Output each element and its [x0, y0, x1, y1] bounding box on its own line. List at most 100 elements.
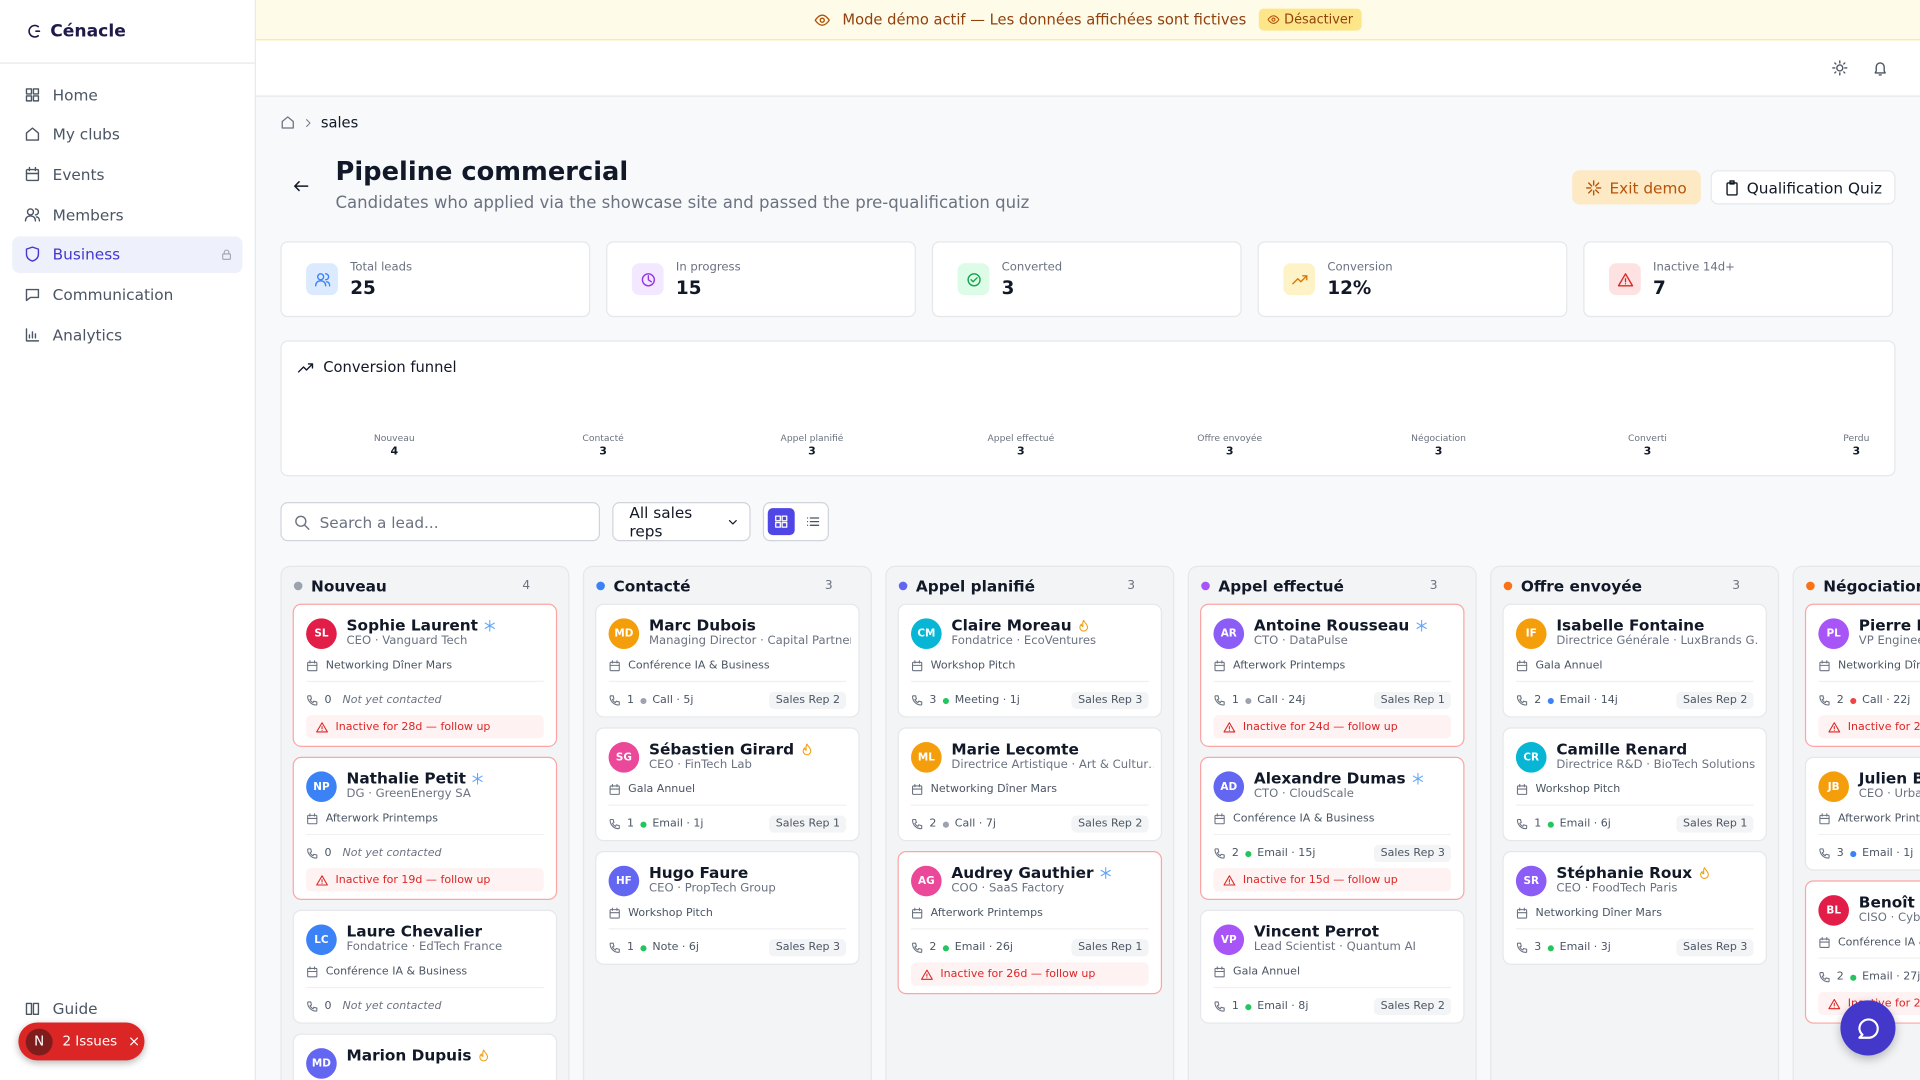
- icon: [1516, 660, 1528, 672]
- icon-glyph: [1832, 60, 1848, 76]
- nav-item[interactable]: Business: [12, 236, 243, 273]
- lead-name: Pierre Le: [1859, 616, 1920, 634]
- activity-text: Email · 8j: [1257, 1000, 1309, 1013]
- lead-card[interactable]: AD Alexandre Dumas CTO · CloudScale Confére…: [1200, 756, 1465, 901]
- icon-glyph: [25, 87, 40, 101]
- card-head: AD Alexandre Dumas CTO · CloudScale: [1213, 769, 1451, 803]
- nav-item[interactable]: My clubs: [12, 116, 242, 153]
- card-id: Vincent Perrot Lead Scientist · Quantum A…: [1254, 922, 1416, 954]
- activity-text: Email · 27j: [1862, 971, 1920, 984]
- kanban: Nouveau 4 SL Sophie Laurent CEO · Vanguard T…: [280, 565, 1920, 1080]
- lead-card[interactable]: IF Isabelle Fontaine Directrice Générale ·…: [1502, 603, 1767, 718]
- header-button[interactable]: Exit demo: [1572, 170, 1701, 205]
- lead-card[interactable]: SG Sébastien Girard CEO · FinTech Lab Gala …: [595, 727, 860, 842]
- lead-card[interactable]: HF Hugo Faure CEO · PropTech Group Workshop…: [595, 851, 860, 965]
- lead-card[interactable]: LC Laure Chevalier Fondatrice · EdTech Fra…: [292, 909, 558, 1024]
- activity-dot: [1244, 850, 1252, 857]
- stat-icon: [306, 263, 338, 296]
- icon-glyph: [609, 695, 620, 706]
- issues-badge[interactable]: N 2 Issues: [18, 1022, 145, 1061]
- column-dot: [293, 581, 303, 590]
- lead-card[interactable]: VP Vincent Perrot Lead Scientist · Quantum…: [1200, 909, 1465, 1024]
- activity-text: Meeting · 1j: [954, 694, 1020, 707]
- column-name: Négociation: [1823, 576, 1920, 595]
- search-input[interactable]: Search a lead...: [280, 502, 601, 542]
- inactive-alert: Inactive for 24d — follow up: [1213, 715, 1452, 739]
- event-name: Conférence IA & Business: [325, 966, 468, 979]
- column-header: Négociation: [1805, 567, 1920, 604]
- stat-label: Total leads: [350, 260, 413, 274]
- lead-event: Gala Annuel: [1515, 660, 1754, 683]
- card-id: Benoît LCISO · Cybe: [1859, 893, 1920, 925]
- lead-card[interactable]: PL Pierre LeVP Engineer Networking Dîner 2 C…: [1804, 603, 1920, 747]
- chat-button[interactable]: [1840, 1000, 1896, 1056]
- lead-activity: 0 Not yet contacted: [306, 692, 544, 709]
- stat-card: Total leads 25: [280, 241, 591, 318]
- grid-view-button[interactable]: [767, 508, 795, 536]
- icon: [127, 1035, 140, 1048]
- lead-card[interactable]: MD Marion Dupuis: [292, 1033, 558, 1080]
- icon-glyph: [1819, 972, 1830, 983]
- banner-button[interactable]: Désactiver: [1258, 8, 1362, 31]
- lead-card[interactable]: NP Nathalie Petit DG · GreenEnergy SA After…: [292, 756, 558, 901]
- nav-item[interactable]: Members: [12, 196, 242, 233]
- icon[interactable]: [293, 178, 310, 195]
- lead-card[interactable]: ML Marie Lecomte Directrice Artistique · A…: [897, 727, 1163, 842]
- lead-activity: 1 Call · 24j Sales Rep 1: [1213, 691, 1452, 709]
- lead-name: Sébastien Girard: [649, 740, 813, 758]
- lead-name: Sophie Laurent: [347, 616, 497, 634]
- nav-item[interactable]: Analytics: [12, 316, 242, 353]
- lead-card[interactable]: CM Claire Moreau Fondatrice · EcoVentures W…: [897, 603, 1163, 718]
- lead-card[interactable]: BL Benoît LCISO · Cybe Conférence IA & 2 Ema…: [1804, 880, 1920, 1024]
- icon-glyph: [295, 514, 310, 530]
- lead-activity: 3 Email · 1j: [1818, 845, 1920, 862]
- funnel-stage-label: Converti: [1628, 432, 1667, 444]
- icon: [1516, 783, 1528, 796]
- list-view-button[interactable]: [800, 508, 827, 535]
- lead-card[interactable]: AR Antoine Rousseau CTO · DataPulse Afterwo…: [1200, 603, 1465, 747]
- lead-card[interactable]: SL Sophie Laurent CEO · Vanguard Tech Netwo…: [292, 603, 558, 747]
- column-count: 4: [522, 578, 531, 593]
- icon-glyph: [1223, 874, 1236, 885]
- column-name: Nouveau: [311, 576, 387, 595]
- rep-select[interactable]: All sales reps: [612, 502, 751, 542]
- lead-event: Afterwork Printem: [1818, 813, 1920, 836]
- avatar: PL: [1818, 618, 1849, 649]
- activity-dot: [942, 821, 949, 828]
- lead-card[interactable]: SR Stéphanie Roux CEO · FoodTech Paris Netw…: [1502, 851, 1767, 965]
- funnel-stage-count: 3: [599, 445, 607, 458]
- icon-glyph: [1516, 783, 1528, 795]
- avatar: SG: [608, 742, 640, 773]
- nav-item[interactable]: Home: [12, 76, 242, 113]
- nav-item[interactable]: Communication: [12, 276, 242, 313]
- lead-activity: 3 Email · 3j Sales Rep 3: [1516, 939, 1754, 957]
- icon-glyph: [479, 1049, 489, 1061]
- icon-glyph: [912, 660, 923, 672]
- call-count: 3: [1836, 847, 1844, 860]
- icon: [24, 326, 40, 342]
- nav-item[interactable]: Events: [12, 156, 242, 193]
- lead-name-text: Laure Chevalier: [346, 922, 483, 941]
- lead-activity: 2 Email · 26j Sales Rep 1: [911, 939, 1149, 957]
- icon-glyph: [1700, 866, 1709, 879]
- icon-glyph: [912, 818, 923, 830]
- kanban-column: Nouveau 4 SL Sophie Laurent CEO · Vanguard T…: [280, 565, 570, 1080]
- header-button[interactable]: Qualification Quiz: [1710, 170, 1896, 205]
- icon-glyph: [297, 362, 314, 373]
- icon: [472, 772, 484, 785]
- stat-icon: [1283, 263, 1316, 296]
- icon: [814, 12, 830, 28]
- lead-card[interactable]: CR Camille Renard Directrice R&D · BioTech…: [1502, 727, 1767, 842]
- inactive-alert: Inactive for 22d: [1818, 715, 1920, 739]
- icon: [316, 721, 328, 733]
- icon-glyph: [609, 818, 620, 830]
- column-dot: [1503, 581, 1513, 590]
- lead-card[interactable]: AG Audrey Gauthier COO · SaaS Factory After…: [897, 851, 1163, 995]
- lead-event: Conférence IA & Business: [306, 966, 544, 989]
- lead-card[interactable]: MD Marc Dubois Managing Director · Capital…: [595, 603, 860, 718]
- activity-dot: [1849, 697, 1857, 704]
- guide[interactable]: Guide: [24, 999, 98, 1018]
- lead-card[interactable]: JB Julien BlCEO · Urban Afterwork Printem 3…: [1804, 756, 1920, 871]
- icon-glyph: [1828, 721, 1841, 732]
- kanban-column: Négociation PL Pierre LeVP Engineer Network…: [1792, 565, 1920, 1080]
